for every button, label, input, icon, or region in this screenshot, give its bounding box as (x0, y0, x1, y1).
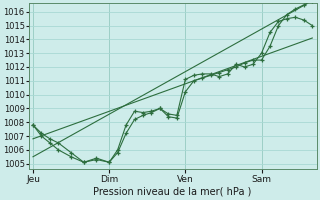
X-axis label: Pression niveau de la mer( hPa ): Pression niveau de la mer( hPa ) (93, 187, 252, 197)
